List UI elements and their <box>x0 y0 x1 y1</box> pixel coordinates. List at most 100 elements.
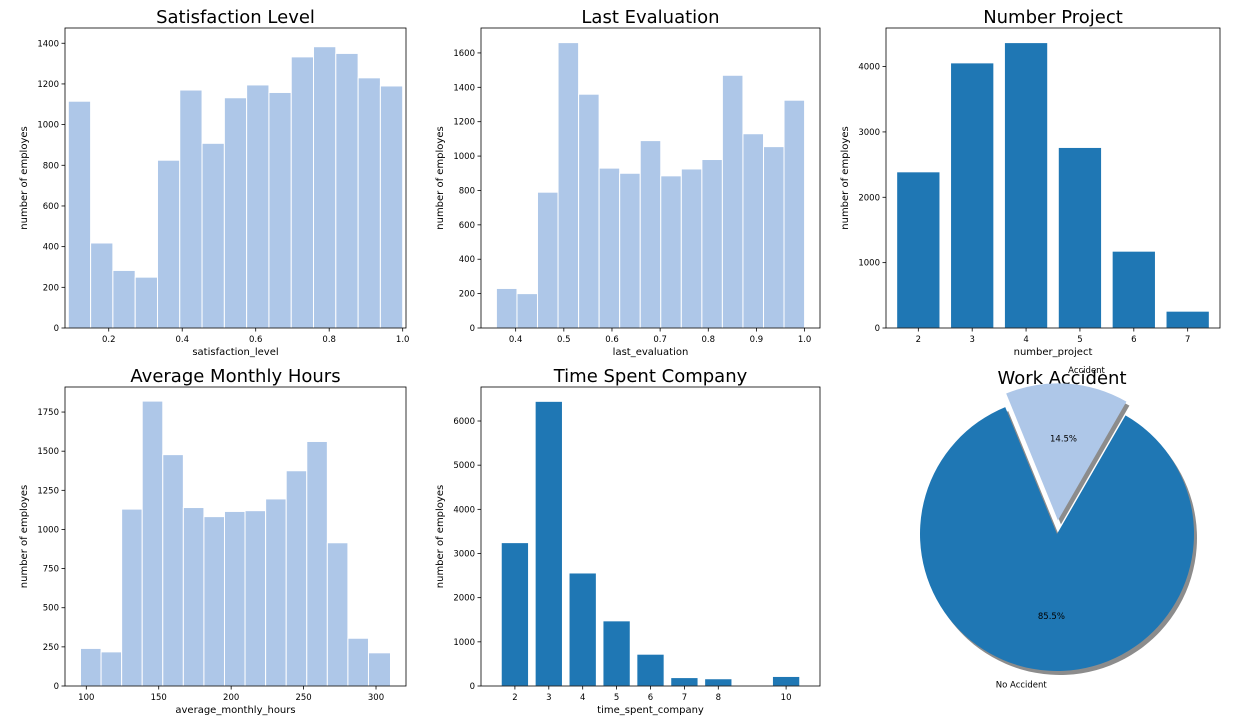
y-tick-label: 0 <box>470 324 475 334</box>
y-tick-label: 1000 <box>37 121 59 131</box>
y-tick-label: 400 <box>459 255 475 265</box>
y-tick-label: 0 <box>470 682 475 692</box>
x-tick-label: 0.4 <box>175 335 189 345</box>
y-tick-label: 1000 <box>453 152 475 162</box>
y-tick-label: 1500 <box>37 447 59 457</box>
y-tick-label: 200 <box>459 290 475 300</box>
x-tick-label: 7 <box>682 693 687 703</box>
histogram-bar <box>134 276 158 329</box>
bar <box>602 620 631 687</box>
histogram-bar <box>578 93 600 329</box>
histogram-bar <box>347 637 369 687</box>
histogram-bar <box>763 146 785 329</box>
histogram-bar <box>306 440 328 687</box>
x-tick-label: 0.6 <box>249 335 263 345</box>
x-tick-label: 0.4 <box>509 335 523 345</box>
histogram-bar <box>701 159 723 329</box>
y-tick-label: 2000 <box>858 193 880 203</box>
pie-slice-accident <box>1006 383 1127 521</box>
x-tick-label: 1.0 <box>798 335 812 345</box>
histogram-bar <box>367 652 392 687</box>
histogram-bar <box>639 140 662 329</box>
histogram-bar <box>179 89 203 329</box>
x-tick-label: 3 <box>969 335 974 345</box>
pie-label: No Accident <box>996 680 1048 690</box>
chart-4: 100 150 200 250 300 0 250 500 750 1000 1250 1500 175… <box>19 366 407 716</box>
x-axis-label: number_project <box>1014 347 1093 358</box>
histogram-bar <box>680 168 703 329</box>
bar <box>500 542 529 687</box>
x-axis-label: satisfaction_level <box>192 347 278 358</box>
x-tick-label: 0.7 <box>653 335 667 345</box>
chart-3: 2 3 4 5 6 7 0 1000 2000 3000 4000 Number Project num… <box>840 7 1221 358</box>
histogram-bar <box>121 508 143 687</box>
bar <box>1057 147 1102 329</box>
x-tick-label: 5 <box>614 693 619 703</box>
pie-percent-label: 14.5% <box>1050 434 1077 444</box>
y-tick-label: 1000 <box>858 259 880 269</box>
y-tick-label: 0 <box>54 682 59 692</box>
y-tick-label: 4000 <box>453 505 475 515</box>
y-tick-label: 1200 <box>37 80 59 90</box>
bar <box>670 677 699 687</box>
axes-frame <box>64 27 407 329</box>
histogram-bar <box>495 287 518 329</box>
histogram-bar <box>285 470 308 687</box>
x-tick-label: 8 <box>716 693 721 703</box>
y-tick-label: 200 <box>43 283 59 293</box>
y-tick-label: 750 <box>43 565 59 575</box>
y-tick-label: 1000 <box>37 525 59 535</box>
bar <box>950 62 995 329</box>
x-tick-label: 0.5 <box>557 335 571 345</box>
chart-title: Last Evaluation <box>581 7 719 28</box>
x-tick-label: 150 <box>151 693 167 703</box>
bar <box>1004 42 1049 329</box>
bar <box>1111 250 1156 329</box>
bar <box>534 401 563 687</box>
histogram-bar <box>516 293 538 329</box>
chart-5: 2 3 4 5 6 7 8 10 0 1000 2000 3000 4000 5000 6000 Time S… <box>435 366 821 716</box>
y-axis-label: number of employes <box>19 126 30 229</box>
y-tick-label: 6000 <box>453 417 475 427</box>
x-tick-label: 2 <box>512 693 517 703</box>
histogram-bar <box>721 74 744 329</box>
histogram-bar <box>244 510 267 687</box>
histogram-bar <box>742 133 765 329</box>
histogram-bar <box>203 516 225 687</box>
y-tick-label: 4000 <box>858 63 880 73</box>
histogram-bar <box>201 142 225 329</box>
x-tick-label: 0.6 <box>605 335 619 345</box>
x-axis-label: last_evaluation <box>613 347 689 358</box>
histogram-bar <box>112 269 136 329</box>
y-tick-label: 800 <box>43 161 59 171</box>
y-axis-label: number of employes <box>19 485 30 588</box>
x-tick-label: 0.9 <box>750 335 764 345</box>
y-tick-label: 1400 <box>37 39 59 49</box>
pie-slice-no-accident <box>920 407 1195 671</box>
axes-frame <box>480 27 821 329</box>
histogram-bar <box>182 507 205 687</box>
chart-2: 0.4 0.5 0.6 0.7 0.8 0.9 1.0 0 200 400 600 800 1000 12… <box>435 7 821 358</box>
histogram-bar <box>223 97 248 329</box>
y-tick-label: 500 <box>43 604 59 614</box>
x-tick-label: 100 <box>78 693 94 703</box>
histogram-bar <box>326 542 349 687</box>
x-tick-label: 5 <box>1077 335 1082 345</box>
histogram-bar <box>80 647 102 687</box>
histogram-bar <box>660 175 682 329</box>
chart-title: Work Accident <box>997 368 1126 389</box>
bar <box>896 171 941 329</box>
histogram-bar <box>379 85 404 329</box>
y-tick-label: 2000 <box>453 594 475 604</box>
x-tick-label: 300 <box>368 693 384 703</box>
chart-title: Satisfaction Level <box>156 7 315 28</box>
axes-frame <box>885 27 1221 329</box>
histogram-bar <box>335 52 359 329</box>
y-tick-label: 800 <box>459 186 475 196</box>
x-tick-label: 6 <box>1131 335 1136 345</box>
x-tick-label: 1.0 <box>396 335 410 345</box>
y-tick-label: 1000 <box>453 638 475 648</box>
x-tick-label: 0.8 <box>702 335 716 345</box>
